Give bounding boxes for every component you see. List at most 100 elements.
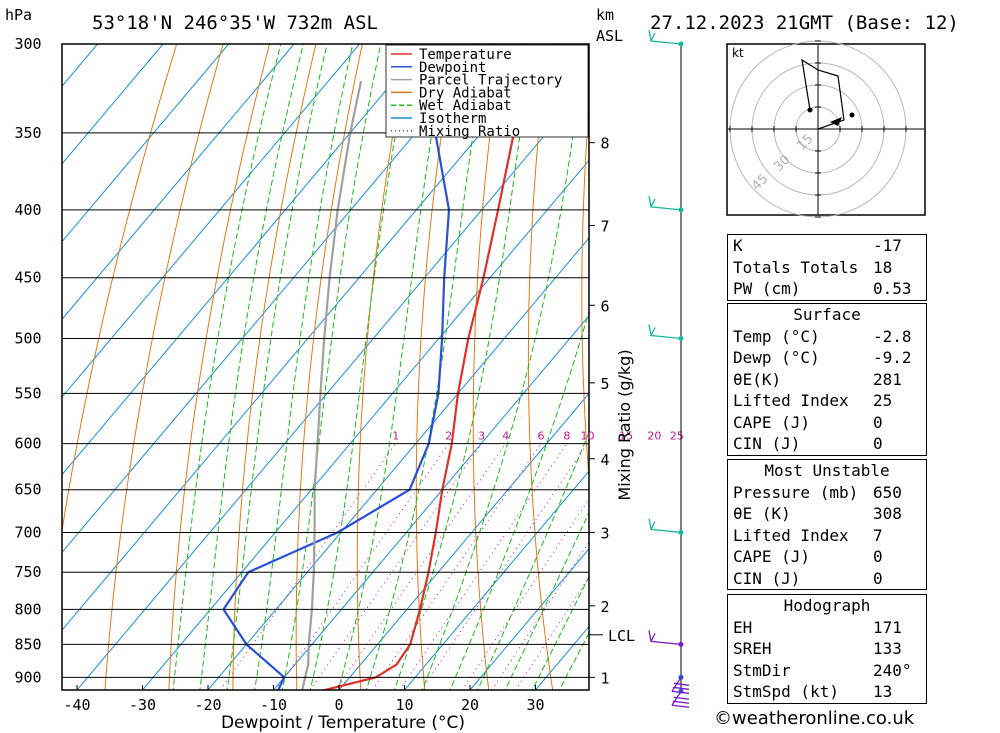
mixing-ratio-label: 8 <box>563 430 570 443</box>
k-index-row: K -17 <box>728 235 926 257</box>
km-tick-label: 5 <box>600 375 609 393</box>
index-value: 0 <box>873 412 883 432</box>
index-value: 240° <box>873 660 912 680</box>
dry-adiabat-line <box>356 44 410 690</box>
isotherm-line <box>62 44 360 398</box>
index-value: 0 <box>873 434 883 453</box>
barb-path <box>648 518 682 534</box>
index-label: CIN (J) <box>733 434 801 453</box>
credit-link[interactable]: ©weatheronline.co.uk <box>714 708 915 729</box>
km-label: km <box>596 6 615 24</box>
index-label: Temp (°C) <box>733 326 820 346</box>
stability-index-table: K -17 Totals Totals 18 PW (cm) 0.53 <box>727 234 927 301</box>
km-tick-label: 7 <box>600 217 609 235</box>
index-label: Pressure (mb) <box>733 482 859 502</box>
hodograph-unit-label: kt <box>732 46 744 60</box>
mixing-ratio-label: 15 <box>619 430 633 443</box>
dry-adiabat-line <box>472 44 503 690</box>
pressure-tick-label: 450 <box>14 269 41 287</box>
isotherm-line <box>62 44 491 554</box>
isotherm-line <box>62 44 426 476</box>
surface-row: CIN (J) 0 <box>728 433 926 455</box>
pw-row: PW (cm) 0.53 <box>728 278 926 300</box>
dry-adiabat-line <box>966 44 1000 690</box>
km-tick-label: 6 <box>600 297 609 315</box>
index-label: StmDir <box>733 660 791 680</box>
hodo-row: SREH 133 <box>728 638 926 660</box>
mu-row: Lifted Index 7 <box>728 525 926 547</box>
barb-path <box>648 630 682 646</box>
pressure-tick-label: 650 <box>14 481 41 499</box>
barb-path <box>648 29 682 45</box>
pressure-tick-label: 500 <box>14 329 41 347</box>
wet-adiabat-line <box>226 44 328 690</box>
isotherm-line <box>62 44 164 165</box>
surface-title: Surface <box>793 305 861 324</box>
wind-barb-icon <box>648 630 682 646</box>
mixing-ratio-line <box>461 498 589 690</box>
index-value: 308 <box>873 504 902 523</box>
index-value: 0 <box>873 547 883 566</box>
legend-box <box>385 44 589 138</box>
mixing-ratio-label: 4 <box>502 430 509 443</box>
wet-adiabat-line <box>421 44 587 690</box>
mixing-ratio-line <box>515 576 589 690</box>
hodo-row: StmDir 240° <box>728 660 926 682</box>
index-label: θE (K) <box>733 504 791 523</box>
barb-path <box>671 690 690 708</box>
hodograph-point <box>849 112 855 118</box>
legend-entry: Isotherm <box>419 111 486 127</box>
parcel-trajectory-profile <box>301 80 363 690</box>
totals-totals-row: Totals Totals 18 <box>728 257 926 279</box>
x-tick-label: -10 <box>260 696 287 714</box>
dry-adiabat-line <box>168 44 270 690</box>
dry-adiabat-line <box>581 100 589 485</box>
index-value: 25 <box>873 391 893 410</box>
wet-adiabat-line <box>199 44 304 690</box>
hodo-row: EH 171 <box>728 617 926 639</box>
mu-row: CIN (J) 0 <box>728 568 926 590</box>
wet-adiabat-line <box>477 430 589 690</box>
wet-adiabat-line <box>365 44 488 690</box>
x-tick-label: -40 <box>63 696 90 714</box>
x-tick-label: -20 <box>194 696 221 714</box>
wet-adiabat-line <box>449 309 589 690</box>
index-value: 13 <box>873 682 893 701</box>
mu-row: CAPE (J) 0 <box>728 546 926 568</box>
mu-row: θE (K) 308 <box>728 503 926 525</box>
wind-barb-icon <box>648 324 682 340</box>
pressure-tick-label: 750 <box>14 563 41 581</box>
dry-adiabat-line <box>232 44 317 690</box>
wet-adiabat-line <box>254 44 354 690</box>
pressure-unit-label: hPa <box>5 6 33 24</box>
index-value: 7 <box>873 525 883 545</box>
asl-label: ASL <box>596 27 624 45</box>
index-label: CIN (J) <box>733 568 801 588</box>
lcl-label: LCL <box>608 627 635 645</box>
mixing-ratio-label: 3 <box>478 430 485 443</box>
isotherm-line <box>62 44 229 243</box>
temperature-profile <box>320 44 528 690</box>
index-value: -2.8 <box>873 326 912 346</box>
station-location: 53°18'N 246°35'W 732m ASL <box>92 12 378 34</box>
index-label: θE(K) <box>733 369 782 389</box>
wet-adiabat-line <box>309 44 413 690</box>
index-label: PW (cm) <box>733 279 801 298</box>
isotherm-line <box>207 237 589 690</box>
index-value: 281 <box>873 369 902 389</box>
pressure-tick-label: 700 <box>14 523 41 541</box>
isotherm-line <box>76 81 589 690</box>
isotherm-line <box>62 44 295 321</box>
index-label: Totals Totals <box>733 257 859 277</box>
isotherm-line <box>469 548 589 690</box>
km-tick-label: 8 <box>600 135 609 153</box>
mixing-ratio-line <box>309 443 483 690</box>
index-value: 650 <box>873 482 902 502</box>
index-label: StmSpd (kt) <box>733 682 839 701</box>
km-tick-label: 4 <box>600 451 609 469</box>
legend-entry: Wet Adiabat <box>419 98 512 114</box>
barb-path <box>648 324 682 340</box>
mixing-ratio-label: 6 <box>537 430 544 443</box>
surface-row: Temp (°C) -2.8 <box>728 326 926 348</box>
surface-row: Dewp (°C) -9.2 <box>728 347 926 369</box>
